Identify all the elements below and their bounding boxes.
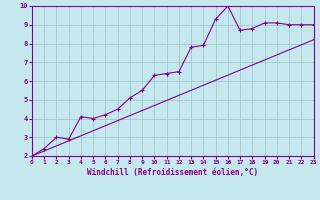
X-axis label: Windchill (Refroidissement éolien,°C): Windchill (Refroidissement éolien,°C): [87, 168, 258, 177]
